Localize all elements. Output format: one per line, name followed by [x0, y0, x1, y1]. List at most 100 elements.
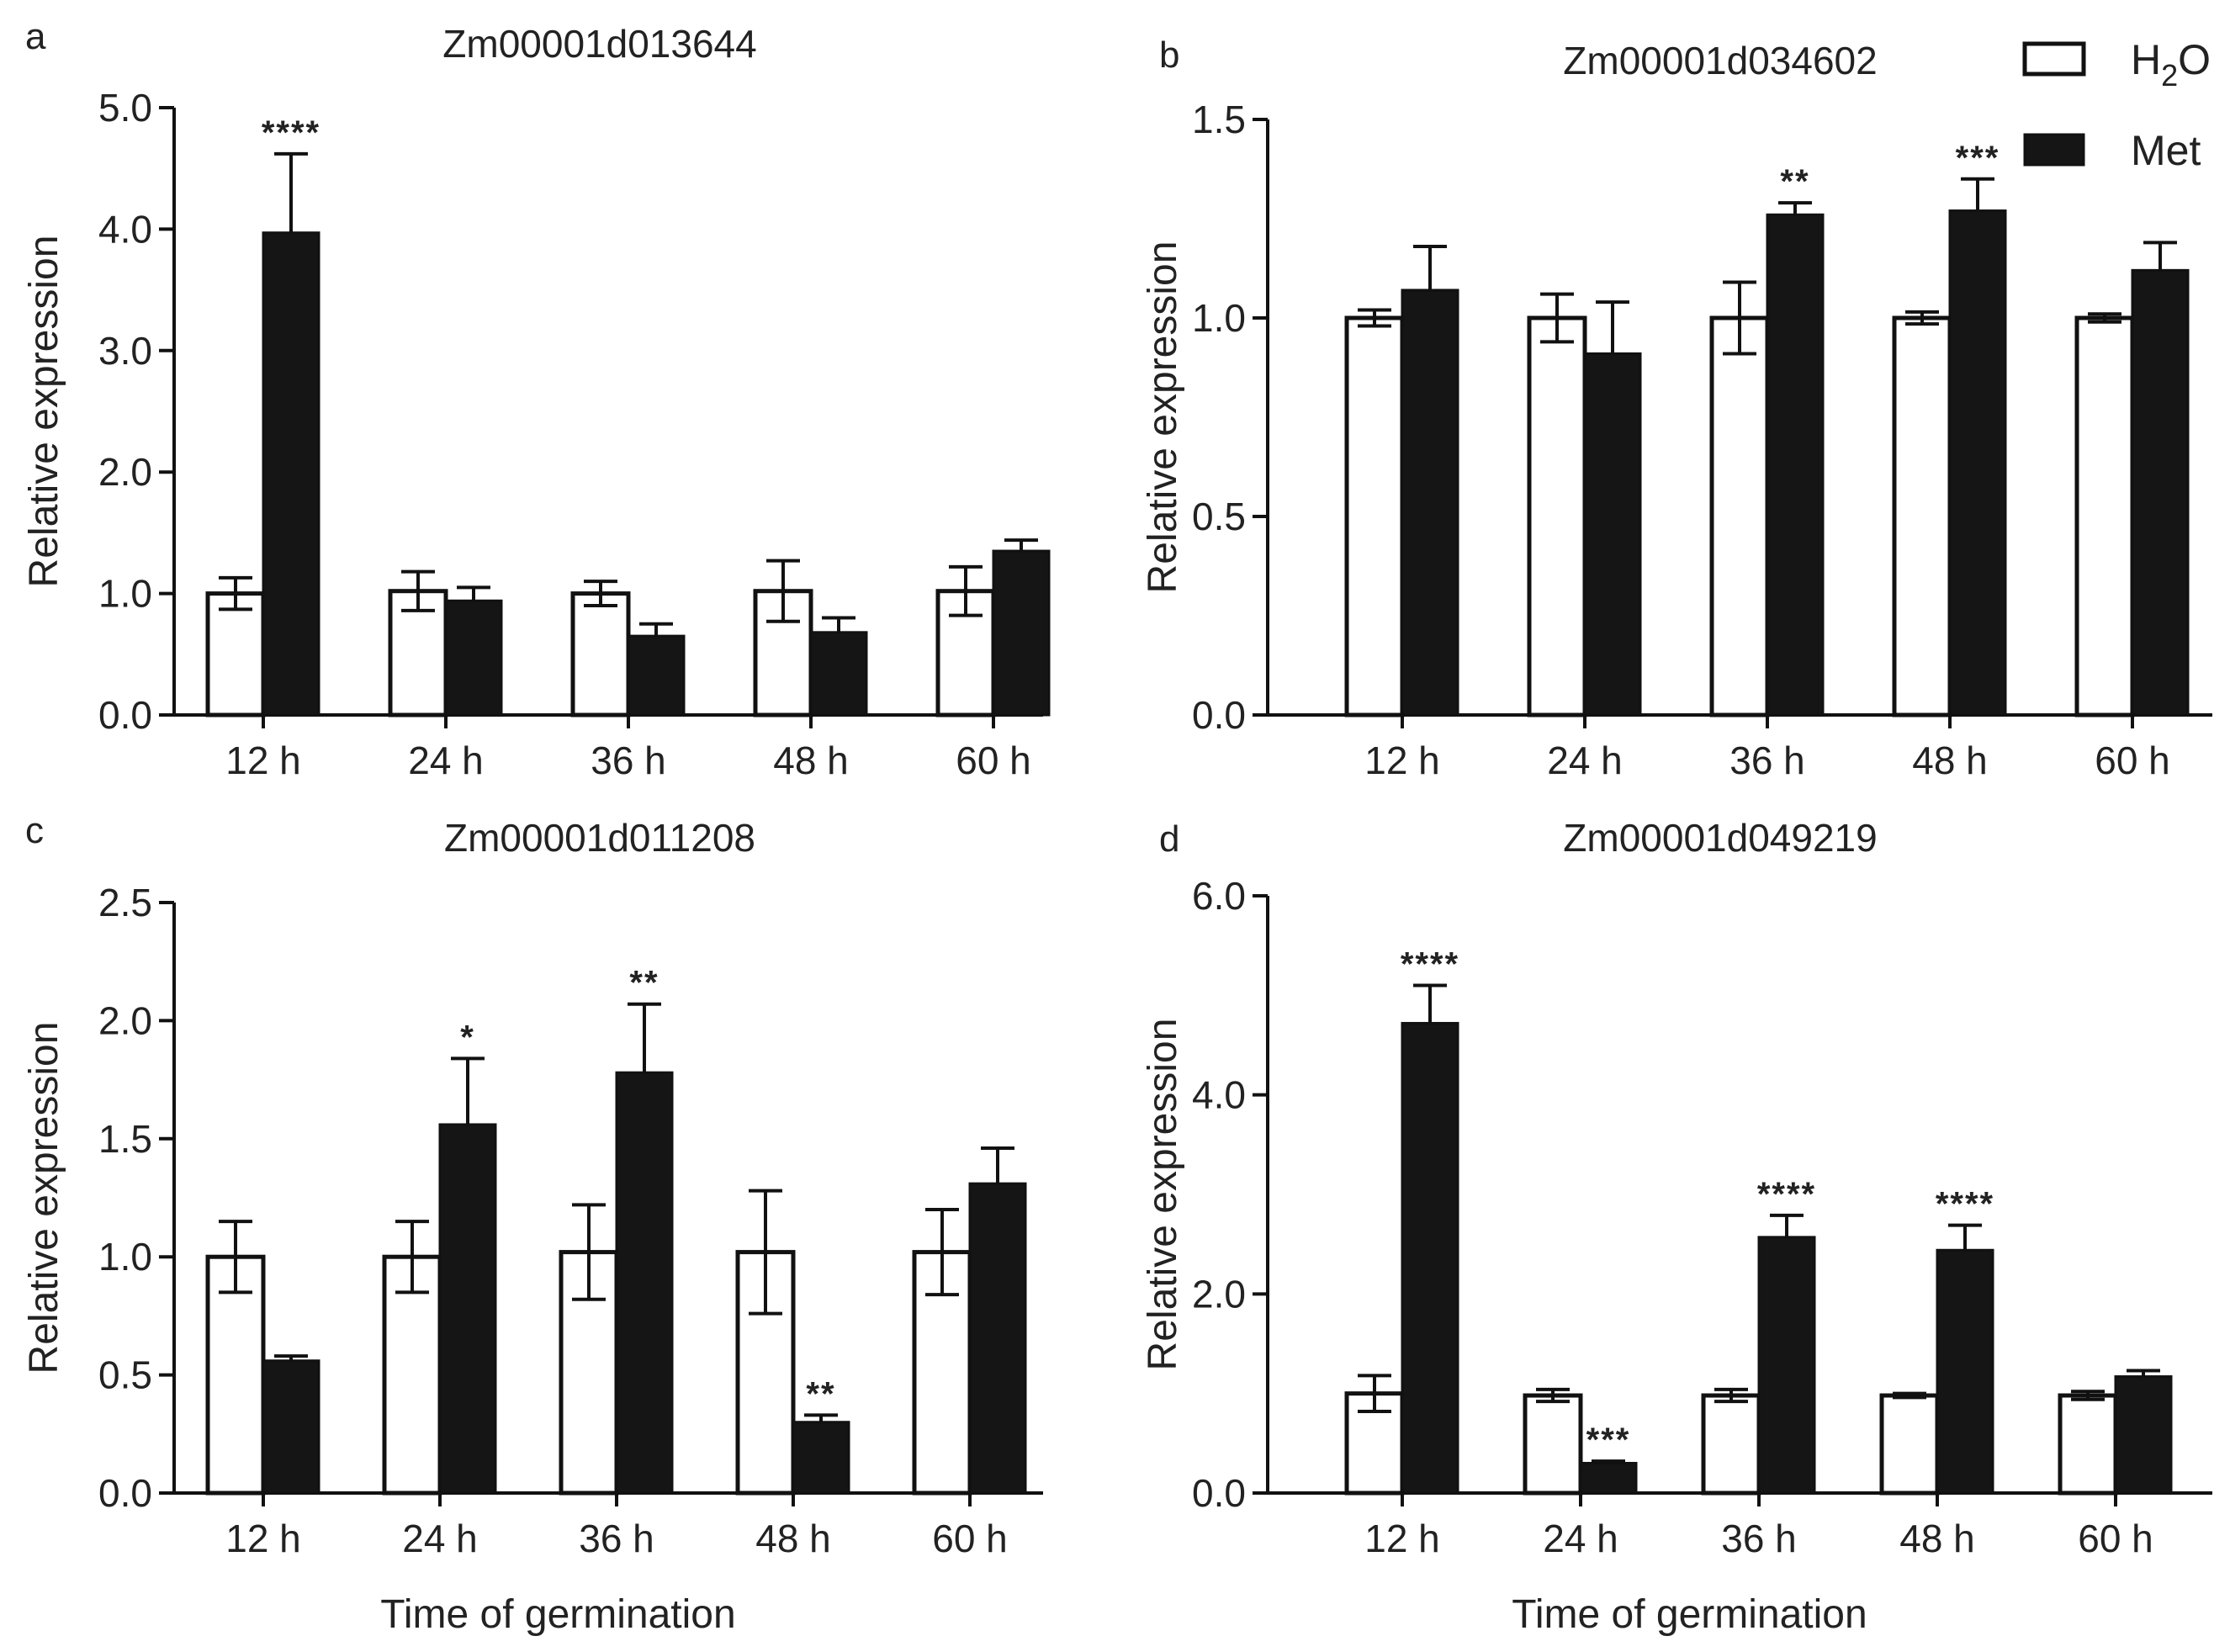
x-tick-label: 12 h [1364, 739, 1440, 782]
bar-h2o-60h [2074, 315, 2135, 717]
bar-h2o-12h [1344, 315, 1405, 717]
y-tick-label: 4.0 [98, 207, 152, 251]
legend-met-swatch [2023, 133, 2085, 167]
significance-label: **** [1401, 946, 1459, 983]
y-tick-label: 3.0 [98, 329, 152, 373]
y-tick-label: 0.0 [1192, 693, 1246, 737]
bar-h2o-60h [2058, 1393, 2118, 1496]
bar-h2o-36h [570, 591, 631, 717]
x-tick-label: 48 h [773, 739, 849, 782]
bar-met-48h [1936, 1248, 1994, 1495]
y-tick-label: 0.5 [1192, 495, 1246, 538]
x-tick-label: 12 h [1364, 1517, 1440, 1560]
x-tick-label: 48 h [1912, 739, 1988, 782]
y-tick-label: 0.0 [98, 693, 152, 737]
y-tick-label: 4.0 [1192, 1073, 1246, 1117]
y-tick-label: 1.5 [98, 1117, 152, 1161]
panels: a Zm00001d013644 0.0 1.0 2.0 3.0 4.0 5.0 Relativ… [22, 16, 2212, 1637]
bar-met-36h [1766, 213, 1825, 717]
significance-label: * [460, 1019, 475, 1056]
y-tick-label: 1.0 [98, 572, 152, 616]
significance-label: ** [1780, 163, 1809, 200]
x-axis-label: Time of germination [1512, 1592, 1867, 1637]
bar-met-12h [262, 1359, 320, 1495]
panel-d: d Zm00001d049219 0.0 2.0 4.0 6.0 Relative expr… [1141, 816, 2212, 1637]
bar-h2o-24h [1527, 315, 1587, 717]
x-tick-label: 36 h [1729, 739, 1805, 782]
y-tick-label: 0.0 [98, 1471, 152, 1515]
panel-letter: b [1159, 34, 1179, 76]
x-tick-label: 12 h [225, 1517, 301, 1560]
bar-met-60h [992, 549, 1051, 717]
bar-h2o-48h [1892, 315, 1952, 717]
y-axis-label: Relative expression [1141, 1019, 1185, 1371]
x-tick-label: 36 h [1721, 1517, 1797, 1560]
y-tick-label: 2.0 [98, 450, 152, 494]
bar-met-48h [809, 631, 868, 717]
y-tick-label: 1.0 [98, 1235, 152, 1279]
y-tick-label: 1.0 [1192, 296, 1246, 340]
significance-label: **** [1936, 1186, 1994, 1223]
legend: H2O Met [2022, 36, 2211, 174]
bar-met-24h [1579, 1462, 1638, 1495]
significance-label: *** [1956, 140, 2000, 177]
y-tick-label: 1.5 [1192, 98, 1246, 141]
legend-h2o-label: H2O [2131, 36, 2211, 93]
bar-met-24h [444, 599, 503, 717]
panel-c: c Zm00001d011208 0.0 0.5 1.0 1.5 2.0 2.5 Relativ… [22, 810, 1043, 1637]
bar-met-48h [1948, 209, 2007, 717]
x-tick-label: 36 h [579, 1517, 654, 1560]
legend-h2o-swatch [2022, 41, 2086, 77]
significance-label: ** [629, 965, 659, 1002]
bar-h2o-36h [1709, 315, 1770, 717]
y-tick-label: 2.0 [1192, 1272, 1246, 1316]
significance-label: **** [1757, 1176, 1816, 1213]
bar-met-12h [1401, 289, 1459, 717]
y-axis-label: Relative expression [1141, 241, 1185, 594]
bar-h2o-36h [1701, 1393, 1761, 1496]
x-axis-label: Time of germination [380, 1592, 735, 1637]
bar-met-60h [2131, 268, 2190, 717]
significance-label: ** [806, 1375, 835, 1412]
x-tick-label: 60 h [932, 1517, 1008, 1560]
bar-met-12h [1401, 1021, 1459, 1495]
panel-title: Zm00001d049219 [1563, 816, 1877, 860]
x-tick-label: 60 h [2078, 1517, 2153, 1560]
bar-met-12h [262, 231, 320, 717]
panel-b: b Zm00001d034602 0.0 0.5 1.0 1.5 Relative expr… [1141, 34, 2212, 782]
bar-h2o-12h [205, 1254, 266, 1496]
bar-met-60h [968, 1182, 1027, 1495]
significance-label: **** [262, 114, 320, 151]
bar-met-24h [438, 1123, 497, 1495]
panel-a: a Zm00001d013644 0.0 1.0 2.0 3.0 4.0 5.0 Relativ… [22, 16, 1051, 782]
panel-title: Zm00001d034602 [1563, 39, 1877, 82]
y-tick-label: 2.5 [98, 881, 152, 924]
bar-met-48h [792, 1421, 850, 1495]
bar-h2o-24h [1523, 1393, 1583, 1496]
legend-met-label: Met [2131, 127, 2201, 174]
y-tick-label: 0.0 [1192, 1471, 1246, 1515]
panel-letter: a [25, 16, 46, 57]
x-tick-label: 24 h [1543, 1517, 1618, 1560]
y-tick-label: 6.0 [1192, 874, 1246, 918]
x-tick-label: 48 h [755, 1517, 831, 1560]
x-tick-label: 48 h [1899, 1517, 1975, 1560]
x-tick-label: 12 h [225, 739, 301, 782]
x-tick-label: 24 h [408, 739, 484, 782]
bar-met-36h [1757, 1236, 1816, 1495]
bar-h2o-12h [205, 591, 266, 717]
x-tick-label: 60 h [956, 739, 1031, 782]
y-tick-label: 0.5 [98, 1353, 152, 1397]
x-tick-label: 24 h [402, 1517, 478, 1560]
bar-met-60h [2114, 1375, 2173, 1495]
panel-title: Zm00001d013644 [442, 22, 756, 66]
y-axis-label: Relative expression [22, 236, 66, 588]
significance-label: *** [1586, 1422, 1631, 1459]
x-tick-label: 24 h [1547, 739, 1623, 782]
bar-h2o-48h [1879, 1393, 1940, 1496]
panel-title: Zm00001d011208 [444, 816, 755, 860]
y-tick-label: 2.0 [98, 998, 152, 1042]
bar-met-24h [1583, 352, 1642, 717]
bar-met-36h [615, 1071, 674, 1495]
